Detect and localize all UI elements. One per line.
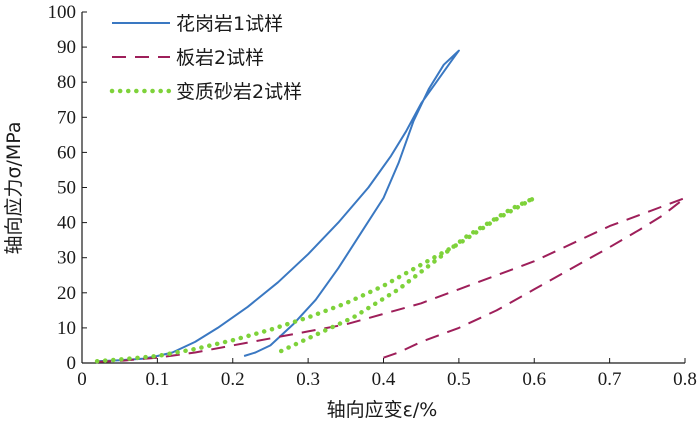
legend-label-2: 板岩2试样 [176,47,264,69]
x-tick-label: 0.2 [221,369,245,390]
y-axis-ticks: 0 10 20 30 40 50 60 70 80 90 100 [48,2,87,374]
y-tick-label: 100 [48,2,77,23]
series-line-1 [97,49,460,363]
x-tick-label: 0.3 [296,369,320,390]
y-tick-label: 40 [57,213,76,234]
y-tick-label: 60 [57,142,76,163]
x-tick-label: 0.6 [522,369,546,390]
x-axis-title: 轴向应变ε/% [327,399,438,421]
axes [81,12,685,364]
legend-label-3: 变质砂岩2试样 [176,81,302,103]
y-tick-label: 0 [67,353,77,374]
series-layer [94,49,686,364]
x-axis-ticks: 0 0.1 0.2 0.3 0.4 0.5 0.6 0.7 0.8 [77,358,697,390]
x-tick-label: 0.8 [673,369,697,390]
legend-label-1: 花岗岩1试样 [176,13,283,35]
y-tick-label: 50 [57,178,76,199]
x-tick-label: 0.1 [146,369,170,390]
y-tick-label: 70 [57,107,76,128]
y-tick-label: 20 [57,283,76,304]
y-tick-label: 80 [57,72,76,93]
x-tick-label: 0.5 [447,369,471,390]
x-tick-label: 0 [77,369,87,390]
y-tick-label: 30 [57,248,76,269]
y-tick-label: 90 [57,37,76,58]
series-line-3 [94,195,537,364]
y-tick-label: 10 [57,318,76,339]
x-tick-label: 0.7 [598,369,622,390]
x-tick-label: 0.4 [372,369,396,390]
y-axis-title: 轴向应力σ/MPa [3,121,25,254]
series-line-2 [97,197,686,363]
